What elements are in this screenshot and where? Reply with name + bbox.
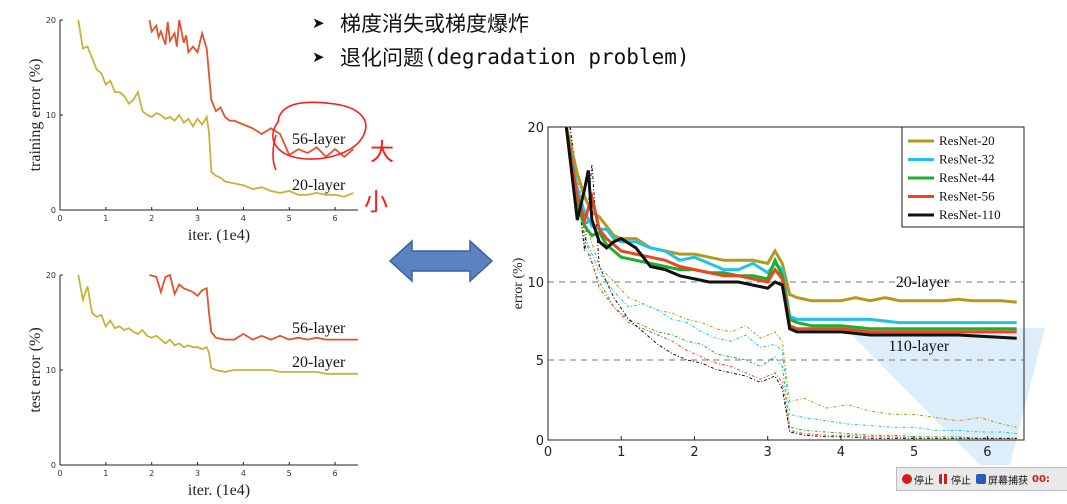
y-tick-label: 20 — [46, 271, 56, 280]
series-line-ResNet-110 — [564, 126, 1017, 340]
series-line-20-layer — [77, 19, 354, 198]
y-tick-label: 10 — [527, 276, 544, 291]
x-tick-label: 4 — [241, 214, 246, 223]
legend-label: ResNet-56 — [939, 189, 995, 204]
series-line-ResNet-32 — [564, 126, 1017, 325]
pause-icon — [939, 474, 949, 484]
series-label-56-layer: 56-layer — [292, 131, 346, 148]
bullet-list: ➤ 梯度消失或梯度爆炸 ➤ 退化问题 (degradation problem) — [312, 6, 772, 74]
training-curve — [569, 126, 1017, 439]
test-error-chart: 0 1 2 3 4 5 6 0 10 20 test error (%) iter. (1e4) 56-… — [27, 271, 358, 499]
x-tick-label: 3 — [195, 469, 200, 478]
x-tick-label: 4 — [837, 445, 845, 460]
x-tick-label: 3 — [764, 445, 772, 460]
curve-annotation: 110-layer — [888, 338, 949, 355]
legend-label: ResNet-44 — [939, 170, 995, 185]
x-tick-label: 0 — [57, 214, 62, 223]
y-axis-label: training error (%) — [27, 59, 44, 172]
x-tick-label: 2 — [149, 214, 154, 223]
training-curve — [569, 126, 1017, 428]
bullet-text: 退化问题 — [340, 46, 424, 70]
plot-frame — [547, 126, 1025, 441]
arrowhead-bullet-icon: ➤ — [312, 48, 325, 66]
x-tick-label: 5 — [910, 445, 918, 460]
x-tick-label: 1 — [617, 445, 625, 460]
bullet-item: ➤ 梯度消失或梯度爆炸 — [312, 6, 772, 40]
y-tick-label: 5 — [536, 354, 544, 369]
annotation-small: 小 — [364, 188, 388, 216]
series-line-ResNet-20 — [564, 126, 1017, 304]
series-line-ResNet-56 — [564, 126, 1017, 334]
x-tick-label: 5 — [287, 214, 292, 223]
double-arrow-icon — [388, 239, 494, 283]
legend-label: ResNet-110 — [939, 207, 1001, 222]
series-line-56-layer — [149, 273, 358, 341]
x-tick-label: 1 — [103, 214, 108, 223]
legend-label: ResNet-20 — [939, 133, 995, 148]
screen-capture-label: 屏幕捕获 — [988, 475, 1028, 487]
x-tick-label: 4 — [241, 469, 246, 478]
series-label-56-layer: 56-layer — [292, 320, 346, 337]
y-axis-label: error (%) — [511, 257, 526, 309]
x-axis-label: iter. (1e4) — [188, 227, 250, 244]
y-tick-label: 0 — [51, 461, 56, 470]
x-tick-label: 0 — [544, 445, 552, 460]
x-tick-label: 6 — [333, 469, 338, 478]
bullet-item: ➤ 退化问题 (degradation problem) — [312, 40, 772, 74]
x-tick-label: 5 — [287, 469, 292, 478]
training-error-chart: 0 1 2 3 4 5 6 0 10 20 training error (%) iter. (1e4… — [27, 16, 394, 244]
bullet-text-mono: (degradation problem) — [424, 45, 690, 69]
x-tick-label: 6 — [333, 214, 338, 223]
monitor-icon — [976, 474, 986, 484]
arrowhead-bullet-icon: ➤ — [312, 14, 325, 32]
record-stop-icon — [902, 474, 912, 484]
stop-button[interactable]: 停止 — [902, 472, 934, 487]
y-tick-label: 20 — [527, 121, 544, 136]
y-tick-label: 0 — [51, 206, 56, 215]
y-tick-label: 20 — [46, 16, 56, 25]
recording-time: 00: — [1032, 473, 1050, 485]
pause-button[interactable]: 停止 — [939, 472, 971, 487]
x-tick-label: 2 — [690, 445, 698, 460]
y-axis-label: test error (%) — [27, 327, 44, 412]
legend-label: ResNet-32 — [939, 152, 995, 167]
x-tick-label: 2 — [149, 469, 154, 478]
x-tick-label: 1 — [103, 469, 108, 478]
highlight-triangle — [845, 328, 1045, 465]
recording-status-bar: 停止 停止 屏幕捕获 00: — [896, 467, 1067, 491]
y-tick-label: 0 — [536, 434, 544, 449]
training-curve — [569, 126, 1017, 435]
y-tick-label: 10 — [46, 366, 56, 375]
stop-label: 停止 — [914, 475, 934, 487]
series-line-56-layer — [148, 19, 354, 159]
hand-drawn-circle — [272, 101, 367, 171]
pause-label: 停止 — [951, 475, 971, 487]
series-label-20-layer: 20-layer — [292, 177, 346, 194]
series-line-20-layer — [77, 274, 358, 375]
resnet-error-chart: 0 1 2 3 4 5 6 0 5 10 20 error (%) 20-layer 110-layer R… — [511, 121, 1045, 465]
x-tick-label: 6 — [983, 445, 991, 460]
x-axis-label: iter. (1e4) — [188, 482, 250, 499]
curve-annotation: 20-layer — [896, 274, 950, 291]
screen-capture-button[interactable]: 屏幕捕获 — [976, 472, 1028, 487]
y-tick-label: 10 — [46, 111, 56, 120]
annotation-big: 大 — [370, 138, 394, 166]
series-label-20-layer: 20-layer — [292, 354, 346, 371]
x-tick-label: 0 — [57, 469, 62, 478]
x-tick-label: 3 — [195, 214, 200, 223]
bullet-text: 梯度消失或梯度爆炸 — [340, 12, 529, 36]
